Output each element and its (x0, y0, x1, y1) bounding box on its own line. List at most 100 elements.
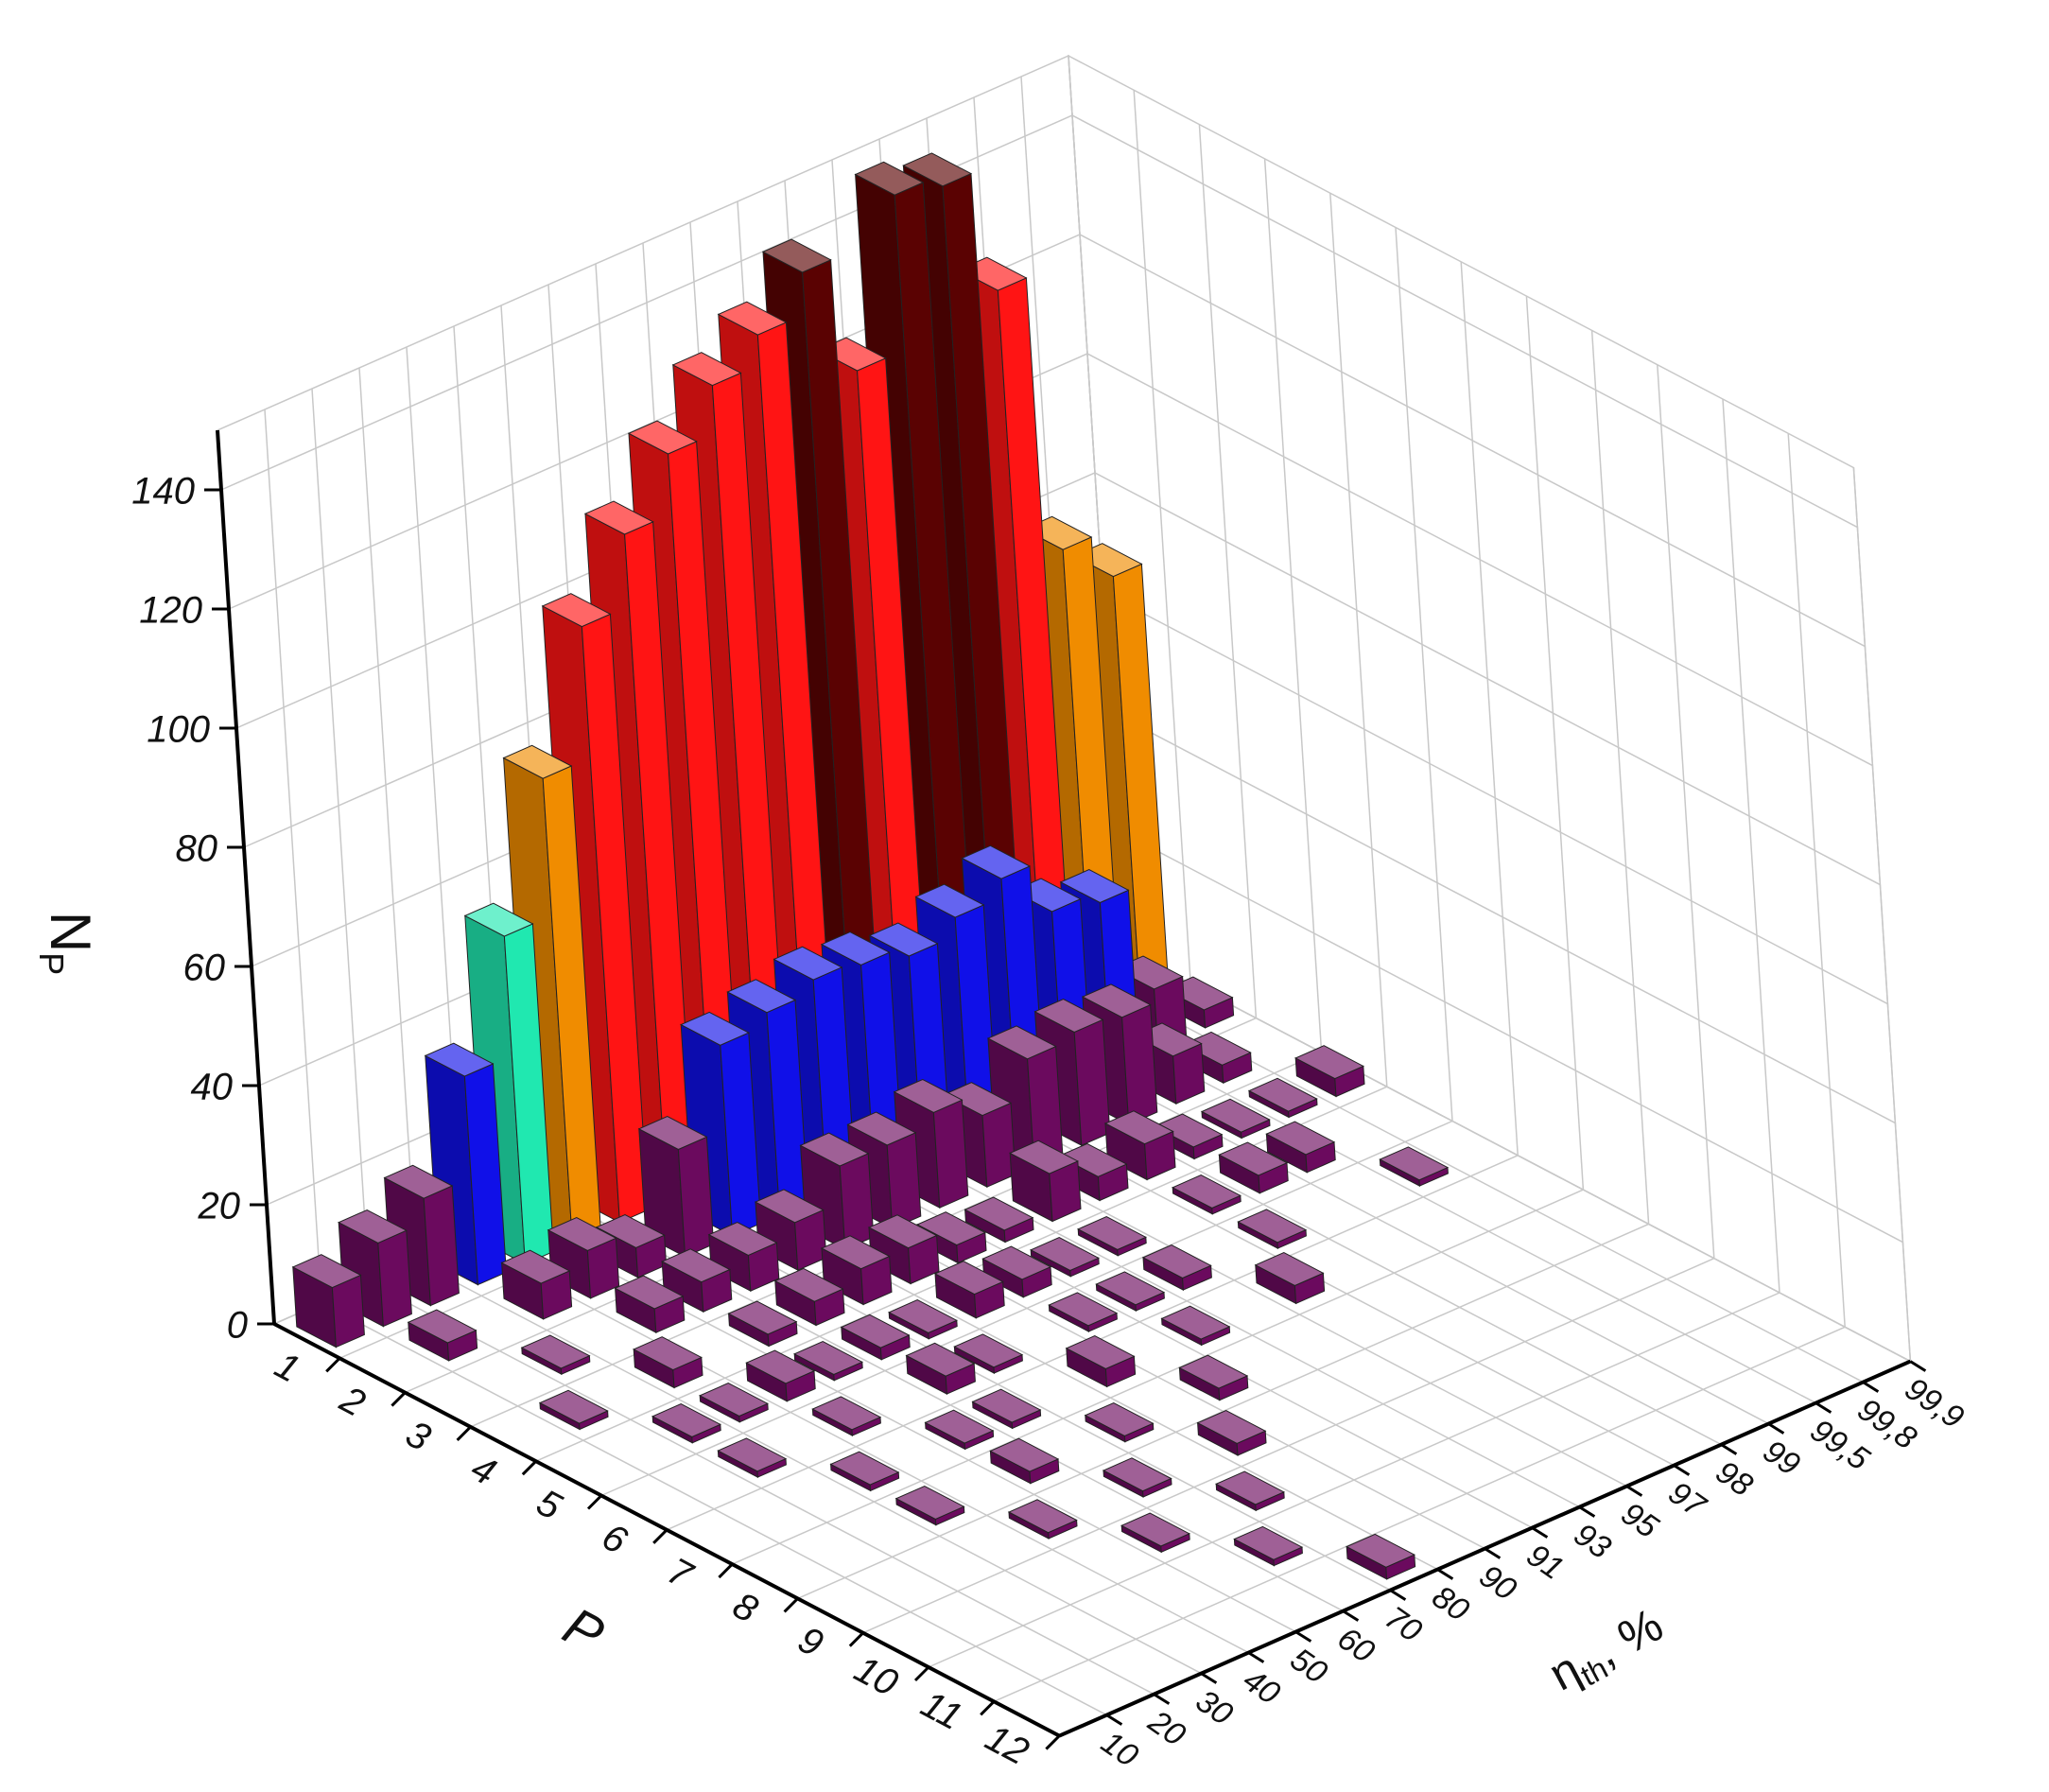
bar-top-face (894, 1485, 965, 1520)
tick-mark (1673, 1464, 1691, 1476)
bar-top-face (914, 883, 985, 918)
bar (829, 1451, 900, 1492)
y-tick-label: 93 (1568, 1516, 1618, 1566)
bar (291, 1254, 365, 1348)
axis-line (216, 429, 276, 1325)
bar-top-face (933, 1261, 1004, 1296)
bar (1294, 1045, 1365, 1098)
floor-grid-line (993, 1326, 1846, 1702)
bar-top-face (717, 301, 788, 336)
y-tick-label: 40 (1237, 1662, 1287, 1712)
bar-top-face (520, 1334, 591, 1369)
bar-top-face (820, 1235, 891, 1270)
tick-mark (1342, 1609, 1360, 1622)
bar-top-face (547, 1217, 617, 1252)
tick-mark (325, 1357, 341, 1373)
tick-mark (1862, 1381, 1880, 1393)
bar (717, 1437, 788, 1478)
bar (1084, 1401, 1155, 1443)
wall-grid-line (358, 367, 417, 1262)
wall-grid-line (1329, 193, 1388, 1087)
bar-front-face (677, 1136, 715, 1258)
bar-top-face (1247, 1077, 1318, 1112)
tick-mark (1436, 1568, 1454, 1580)
bar (933, 1261, 1005, 1319)
bar-top-face (829, 1451, 900, 1486)
bar-top-face (754, 1189, 825, 1224)
bar-top-face (846, 1111, 917, 1146)
bar (820, 1235, 893, 1306)
bar-top-face (1103, 1110, 1174, 1145)
wall-grid-line (1657, 364, 1715, 1259)
bar (614, 1275, 686, 1334)
bar-top-face (338, 1209, 408, 1244)
wall-grid-line (1722, 398, 1780, 1294)
bar-top-face (745, 1349, 816, 1384)
grid-line (243, 472, 1881, 886)
bar (888, 1299, 958, 1340)
tick-mark (718, 1563, 734, 1579)
z-tick-label: 60 (183, 948, 226, 989)
bar (1379, 1146, 1450, 1187)
bar-top-face (651, 1403, 721, 1438)
bar-top-face (661, 1248, 731, 1283)
grid-line (220, 114, 1858, 529)
x-tick-label: 10 (848, 1648, 905, 1705)
bar-top-face (1178, 1354, 1249, 1389)
tick-mark (980, 1700, 996, 1716)
z-tick-label: 80 (176, 828, 218, 870)
bar-front-face (1121, 1003, 1158, 1125)
bar-top-face (1077, 1216, 1147, 1251)
bar-top-face (1153, 1113, 1224, 1148)
bar (1141, 1244, 1212, 1291)
tick-mark (1720, 1443, 1738, 1455)
bar (894, 1485, 965, 1526)
bar (661, 1248, 733, 1314)
bar-top-face (1218, 1141, 1289, 1176)
bar-top-face (867, 1214, 938, 1249)
z-tick-label: 100 (147, 709, 210, 751)
bar (727, 1300, 798, 1348)
bar (547, 1217, 620, 1299)
bar (707, 1221, 780, 1293)
bar-top-face (1181, 1031, 1252, 1066)
y-tick-label: 80 (1426, 1578, 1476, 1628)
tick-mark (521, 1460, 537, 1476)
bar (500, 1249, 573, 1320)
bar (1233, 1525, 1304, 1567)
bar-top-face (717, 1437, 788, 1472)
bar (520, 1334, 591, 1376)
tick-mark (456, 1425, 472, 1441)
bar-top-face (1160, 1305, 1231, 1340)
bar-top-face (1030, 1237, 1100, 1272)
tick-mark (1625, 1485, 1643, 1497)
bar (1215, 1470, 1285, 1512)
wall-grid-line (1460, 261, 1519, 1156)
bar-top-face (1095, 1271, 1166, 1306)
bar (1160, 1305, 1231, 1347)
y-tick-label: 99 (1757, 1433, 1807, 1483)
y-tick-label: 97 (1662, 1474, 1713, 1524)
bar (971, 1388, 1042, 1430)
bar-top-face (627, 420, 698, 455)
tick-mark (1105, 1714, 1123, 1726)
grid-line (228, 234, 1866, 648)
tick-mark (1153, 1693, 1171, 1705)
x-tick-label: 7 (661, 1550, 701, 1597)
z-tick-label: 120 (139, 590, 202, 632)
x-tick-label: 12 (979, 1716, 1035, 1773)
bar-top-face (633, 1336, 703, 1371)
bar-top-face (1172, 1174, 1242, 1209)
bar-top-face (671, 352, 742, 387)
x-axis-title: P (554, 1595, 614, 1664)
y-tick-label: 10 (1095, 1724, 1145, 1774)
bar (538, 1389, 609, 1431)
bar-top-face (595, 1213, 666, 1248)
grid-line (235, 353, 1873, 767)
bar (1218, 1141, 1289, 1194)
bar-top-face (1379, 1146, 1450, 1181)
bar-front-face (377, 1229, 412, 1328)
wall-grid-line (264, 409, 322, 1304)
tick-mark (652, 1528, 669, 1544)
